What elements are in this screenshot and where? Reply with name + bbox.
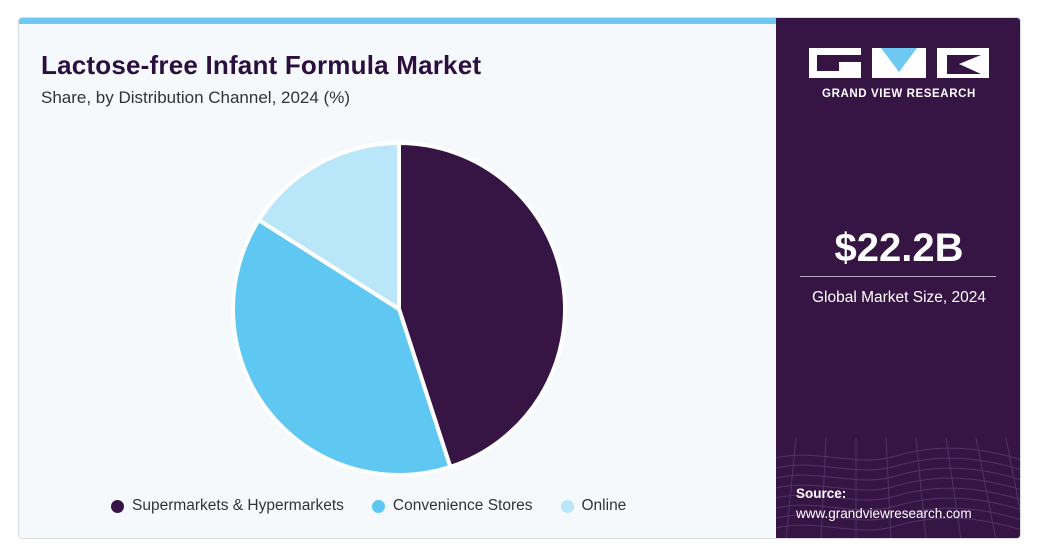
source-url[interactable]: www.grandviewresearch.com: [796, 506, 972, 521]
legend-swatch: [111, 499, 124, 513]
brand-name: GRAND VIEW RESEARCH: [822, 88, 976, 100]
accent-bar: [19, 18, 776, 24]
legend-item: Supermarkets & Hypermarkets: [111, 497, 344, 515]
legend-label: Online: [581, 497, 627, 514]
legend-swatch: [560, 499, 574, 513]
wave-pattern-icon: [776, 438, 1020, 538]
source-label: Source:: [796, 486, 847, 501]
pie-slice-online: [256, 141, 401, 311]
chart-legend: Supermarkets & Hypermarkets Convenience S…: [111, 497, 654, 515]
pie-slice-convenience-stores: [231, 218, 453, 477]
market-size-value: $22.2B: [834, 226, 964, 270]
legend-item: Convenience Stores: [371, 497, 533, 515]
legend-label: Supermarkets & Hypermarkets: [132, 497, 344, 514]
legend-item: Online: [560, 497, 627, 515]
gvr-logo-icon: [809, 48, 989, 78]
infographic-card: Lactose-free Infant Formula Market Share…: [18, 17, 1021, 539]
legend-label: Convenience Stores: [392, 497, 533, 514]
chart-panel: Lactose-free Infant Formula Market Share…: [19, 24, 776, 538]
divider: [800, 276, 996, 277]
pie-slice-supermarkets-hypermarkets: [397, 141, 567, 469]
legend-swatch: [371, 499, 385, 513]
pie-chart: [231, 141, 567, 477]
chart-subtitle: Share, by Distribution Channel, 2024 (%): [41, 88, 350, 107]
source-block: Source: www.grandviewresearch.com: [796, 484, 972, 524]
info-panel: GRAND VIEW RESEARCH $22.2B Global Market…: [776, 18, 1020, 538]
market-size-label: Global Market Size, 2024: [811, 289, 987, 306]
chart-title: Lactose-free Infant Formula Market: [41, 50, 482, 80]
